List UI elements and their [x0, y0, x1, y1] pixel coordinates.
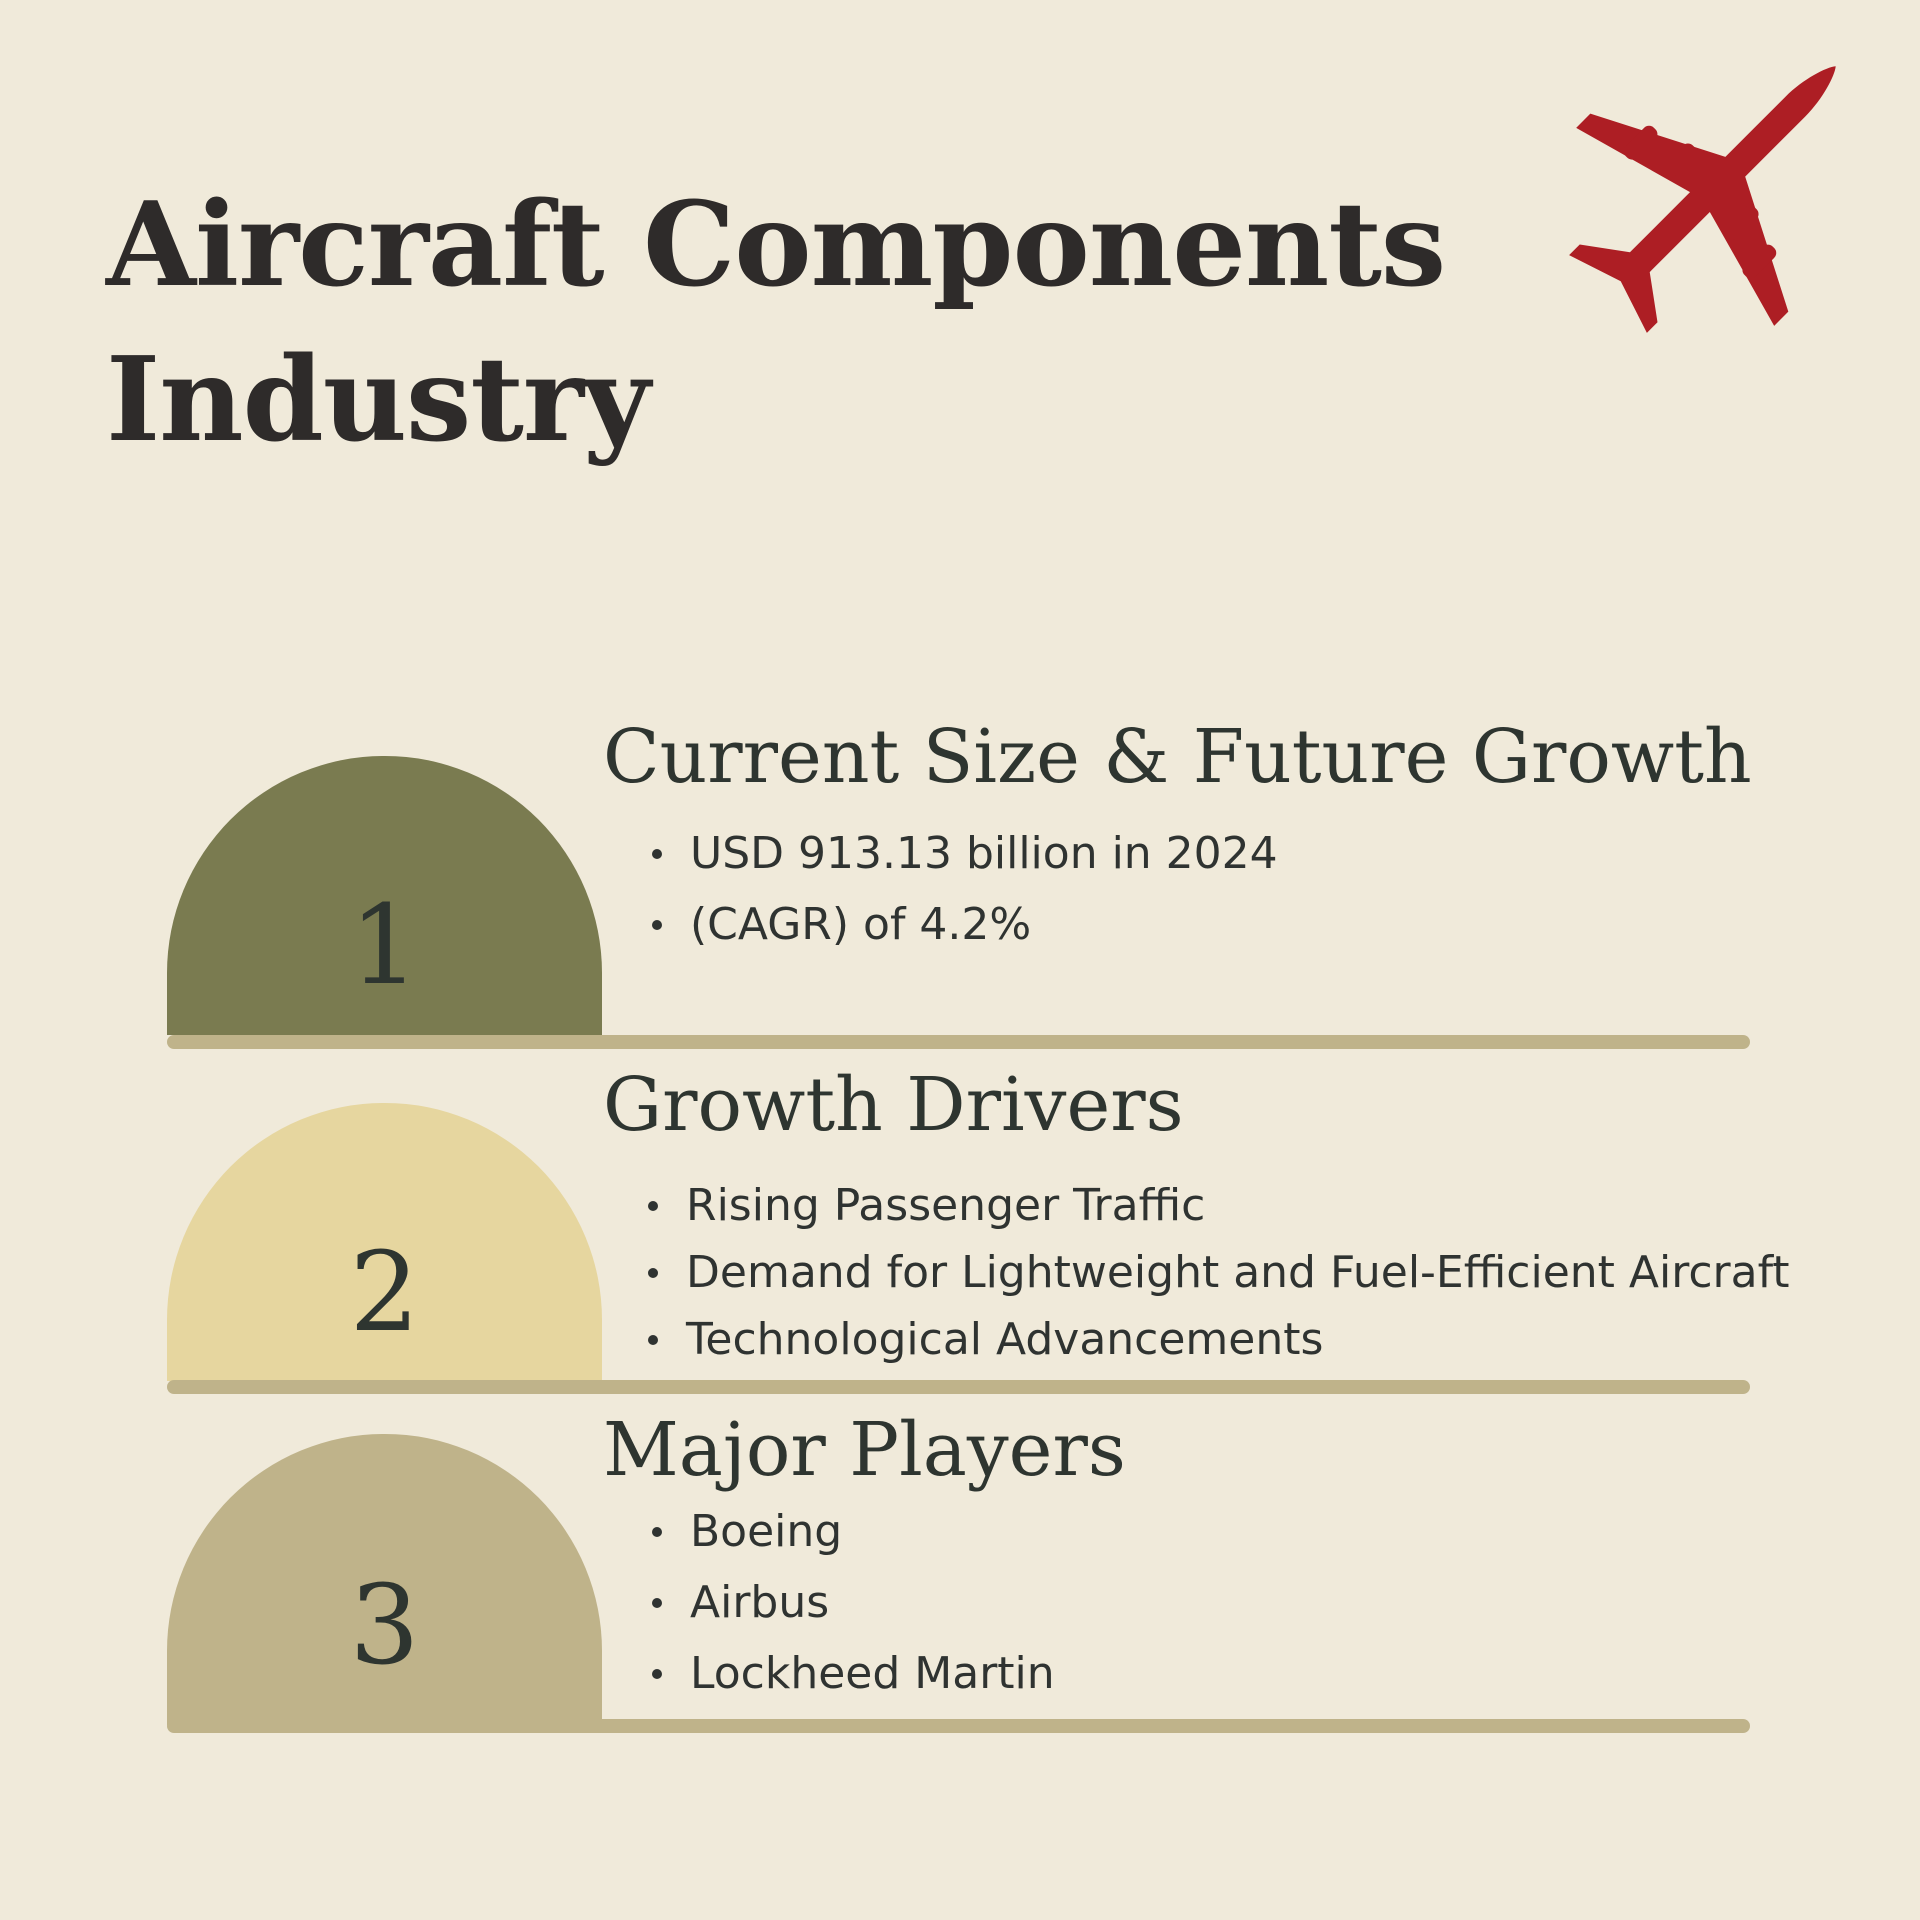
- section-3-number: 3: [349, 1561, 420, 1689]
- airplane-icon: [1569, 66, 1836, 333]
- list-item: Demand for Lightweight and Fuel-Efficien…: [646, 1239, 1790, 1306]
- section-2-bullet-list: Rising Passenger Traffic Demand for Ligh…: [646, 1172, 1790, 1373]
- page-title: Aircraft Components Industry: [106, 168, 1446, 478]
- section-2-divider: [167, 1380, 1750, 1394]
- section-1-number: 1: [349, 881, 420, 1009]
- section-2-number: 2: [349, 1228, 420, 1356]
- page-title-line-1: Aircraft Components: [106, 177, 1446, 313]
- section-3-divider: [167, 1719, 1750, 1733]
- list-item: Rising Passenger Traffic: [646, 1172, 1790, 1239]
- list-item: Lockheed Martin: [650, 1638, 1055, 1709]
- list-item: Boeing: [650, 1496, 1055, 1567]
- page-title-line-2: Industry: [106, 332, 650, 468]
- section-1-bullet-list: USD 913.13 billion in 2024 (CAGR) of 4.2…: [650, 818, 1278, 960]
- list-item: Technological Advancements: [646, 1306, 1790, 1373]
- list-item: (CAGR) of 4.2%: [650, 889, 1278, 960]
- section-3-bullet-list: Boeing Airbus Lockheed Martin: [650, 1496, 1055, 1709]
- list-item: Airbus: [650, 1567, 1055, 1638]
- section-1-heading: Current Size & Future Growth: [603, 714, 1752, 800]
- section-2-heading: Growth Drivers: [603, 1062, 1184, 1148]
- section-3-heading: Major Players: [603, 1407, 1126, 1493]
- list-item: USD 913.13 billion in 2024: [650, 818, 1278, 889]
- section-1-divider: [167, 1035, 1750, 1049]
